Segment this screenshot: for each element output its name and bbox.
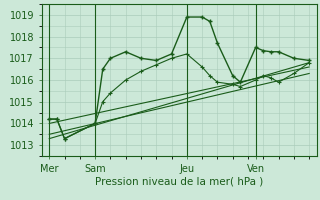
X-axis label: Pression niveau de la mer( hPa ): Pression niveau de la mer( hPa )	[95, 176, 263, 186]
